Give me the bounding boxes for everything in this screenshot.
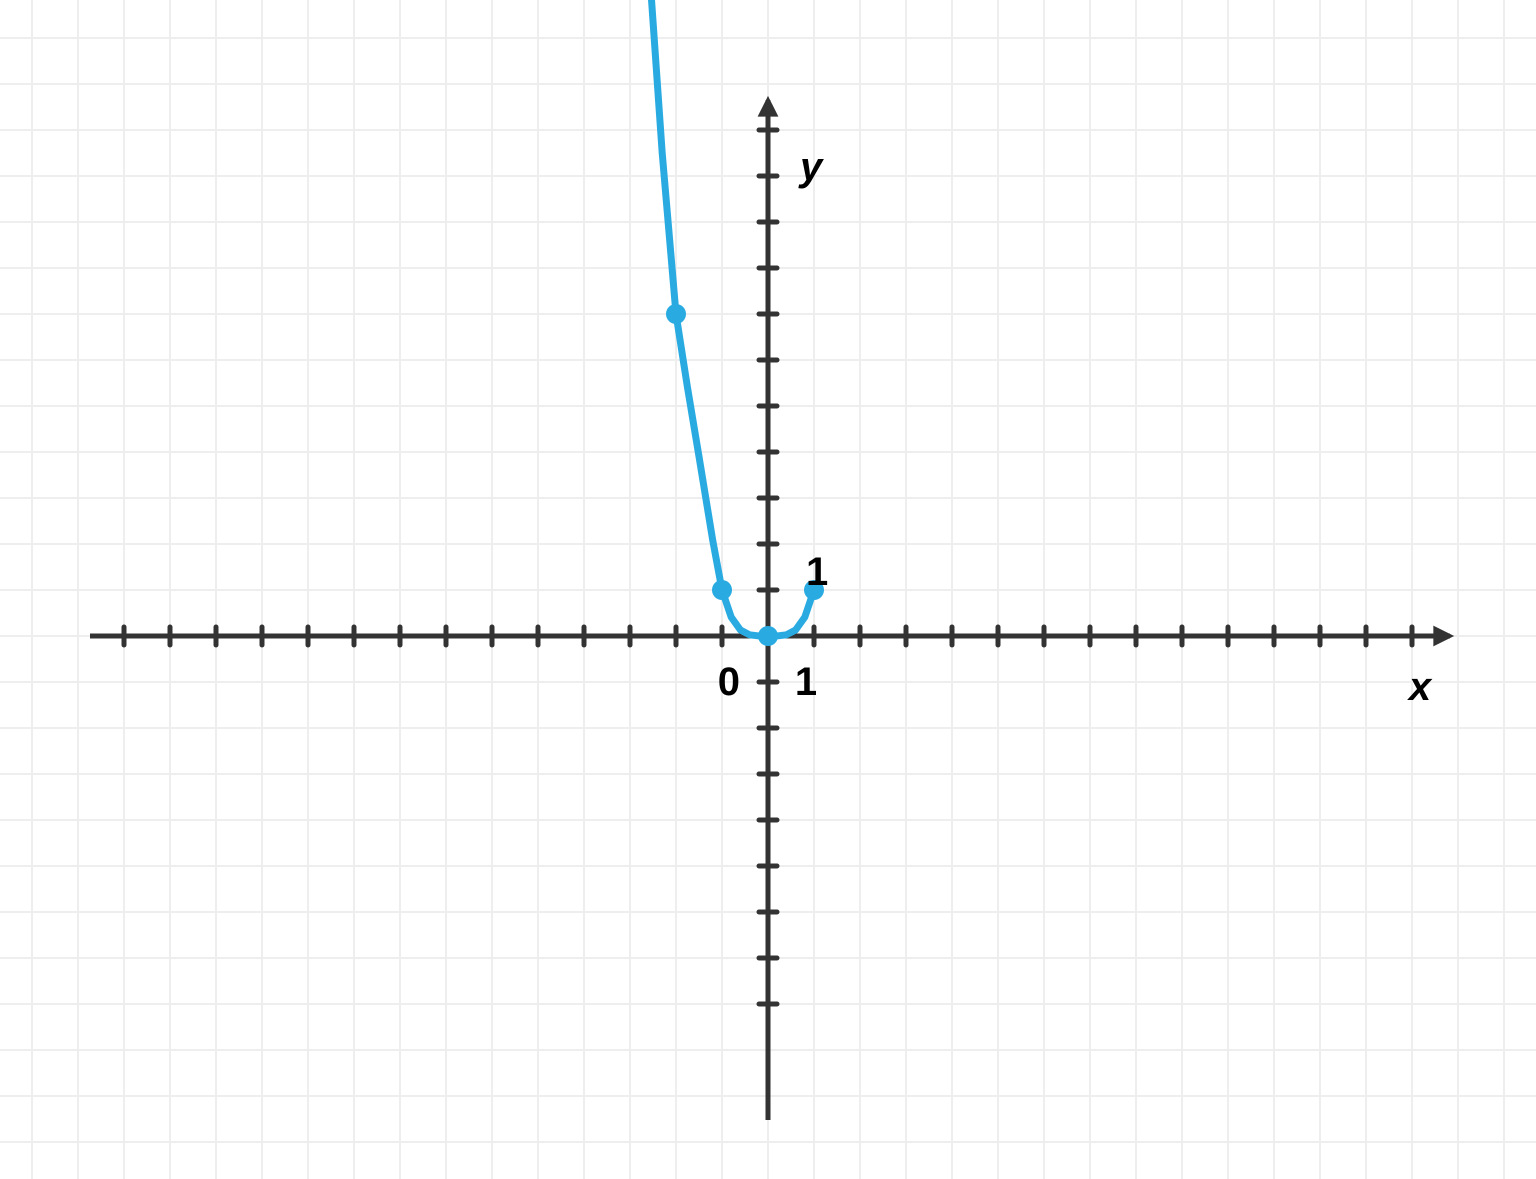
origin-label: 0 <box>718 660 740 704</box>
coordinate-plot: 0 1 1 x y <box>0 0 1536 1179</box>
y-unit-label: 1 <box>806 550 828 594</box>
data-point <box>712 580 732 600</box>
data-point <box>758 626 778 646</box>
x-axis-label: x <box>1407 665 1433 709</box>
x-unit-label: 1 <box>795 660 817 704</box>
y-axis-label: y <box>798 145 824 189</box>
data-point <box>666 304 686 324</box>
